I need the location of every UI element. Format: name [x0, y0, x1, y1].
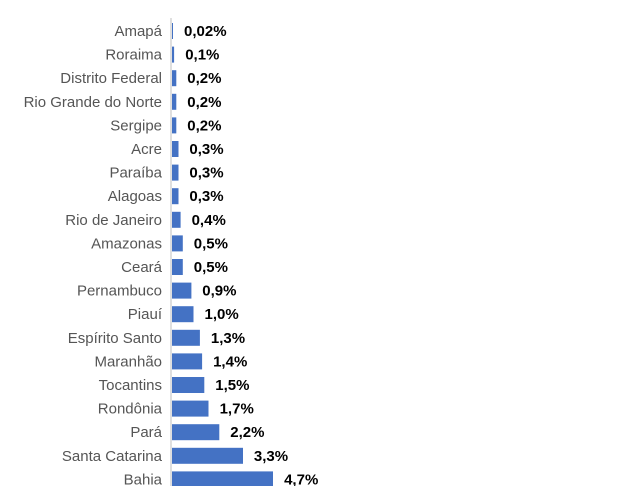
bar-14	[172, 353, 203, 370]
category-label-12: Piauí	[128, 306, 163, 323]
category-label-19: Bahia	[124, 471, 163, 486]
value-label-0: 0,02%	[184, 23, 227, 40]
bar-13	[172, 329, 200, 346]
category-label-9: Amazonas	[91, 235, 162, 252]
bar-10	[172, 259, 183, 275]
bar-7	[172, 188, 179, 205]
bar-3	[172, 93, 177, 110]
bar-15	[172, 377, 205, 393]
value-label-17: 2,2%	[230, 424, 264, 441]
category-label-13: Espírito Santo	[68, 330, 162, 347]
value-label-1: 0,1%	[185, 47, 219, 64]
category-label-8: Rio de Janeiro	[65, 212, 162, 229]
value-label-4: 0,2%	[187, 117, 221, 134]
value-label-8: 0,4%	[192, 212, 226, 229]
category-label-18: Santa Catarina	[62, 448, 163, 465]
category-label-10: Ceará	[121, 259, 163, 276]
bar-2	[172, 70, 177, 87]
category-label-16: Rondônia	[98, 401, 163, 418]
value-label-2: 0,2%	[187, 70, 221, 87]
category-label-5: Acre	[131, 141, 162, 158]
value-label-12: 1,0%	[205, 306, 239, 323]
value-label-7: 0,3%	[189, 188, 223, 205]
bar-8	[172, 211, 181, 228]
value-labels: 0,02% 0,1% 0,2% 0,2% 0,2% 0,3% 0,3% 0,3% 0,4% 0,5…	[184, 23, 318, 486]
bar-18	[172, 447, 243, 464]
value-label-15: 1,5%	[215, 377, 249, 394]
category-label-3: Rio Grande do Norte	[24, 94, 162, 111]
bar-4	[172, 117, 177, 134]
bar-16	[172, 400, 209, 417]
category-labels: Amapá Roraima Distrito Federal Rio Grande d…	[24, 23, 163, 486]
bar-5	[172, 141, 179, 157]
category-label-2: Distrito Federal	[60, 70, 162, 87]
category-label-4: Sergipe	[110, 117, 162, 134]
value-label-11: 0,9%	[202, 283, 236, 300]
value-label-14: 1,4%	[213, 353, 247, 370]
bar-11	[172, 282, 192, 299]
bar-9	[172, 235, 183, 252]
category-label-14: Maranhão	[94, 353, 162, 370]
value-label-10: 0,5%	[194, 259, 228, 276]
category-label-7: Alagoas	[108, 188, 162, 205]
bar-0	[172, 23, 173, 39]
category-label-11: Pernambuco	[77, 283, 162, 300]
bar-6	[172, 164, 179, 181]
value-label-6: 0,3%	[189, 165, 223, 182]
value-label-3: 0,2%	[187, 94, 221, 111]
bar-12	[172, 306, 194, 323]
value-label-9: 0,5%	[194, 235, 228, 252]
category-label-17: Pará	[130, 424, 162, 441]
value-label-13: 1,3%	[211, 330, 245, 347]
value-label-18: 3,3%	[254, 448, 288, 465]
category-label-1: Roraima	[105, 47, 162, 64]
bars-layer	[172, 23, 273, 486]
category-label-6: Paraíba	[109, 165, 162, 182]
value-label-5: 0,3%	[189, 141, 223, 158]
bar-19	[172, 471, 273, 486]
bar-17	[172, 424, 220, 441]
value-label-19: 4,7%	[284, 471, 318, 486]
bar-1	[172, 46, 175, 63]
value-label-16: 1,7%	[220, 401, 254, 418]
category-label-0: Amapá	[114, 23, 162, 40]
category-label-15: Tocantins	[99, 377, 162, 394]
